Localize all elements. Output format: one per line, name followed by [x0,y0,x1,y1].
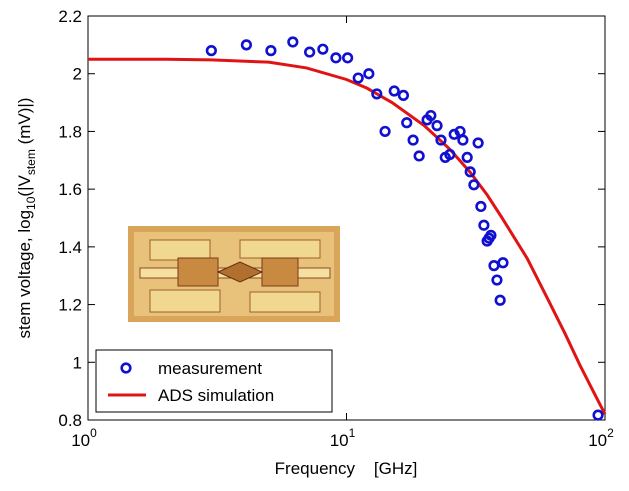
measurement-point [304,46,316,58]
measurement-point [472,137,484,149]
x-tick-exponent: 2 [607,426,614,440]
inset-photo [128,226,340,322]
legend-box [95,349,333,413]
x-axis-label: Frequency [GHz] [275,459,418,478]
measurement-point [457,134,469,146]
measurement-point [494,294,506,306]
x-tick-base: 10 [588,431,607,450]
legend-marker [120,362,132,374]
measurement-point [461,151,473,163]
measurement-point [491,274,503,286]
measurement-point [342,52,354,64]
measurement-point [363,68,375,80]
measurement-point [379,125,391,138]
x-tick-label: 102 [588,426,614,450]
measurement-point [352,72,364,84]
measurement-point [265,45,277,57]
legend: measurement ADS simulation [95,349,333,413]
sim-line [88,57,607,415]
measurement-point [478,219,490,231]
measurement-point [397,89,409,101]
measurement-point [464,166,476,178]
x-tick-label: 100 [71,426,97,450]
y-tick-label: 1.8 [58,122,82,141]
measurement-point [475,200,487,213]
x-tick-exponent: 0 [90,426,97,440]
measurement-point [444,148,456,161]
measurement-point [435,134,447,146]
y-tick-label: 1.2 [58,296,82,315]
legend-label: measurement [158,359,262,378]
measurement-point [330,52,342,64]
measurement-point [317,43,329,55]
measurement-point [205,45,217,57]
x-tick-base: 10 [71,431,90,450]
y-label-part: (|V [15,175,34,197]
y-axis-label: stem voltage, log10(|Vstem (mV)|) [15,98,38,339]
y-tick-label: 2.2 [58,7,82,26]
x-tick-exponent: 1 [349,426,356,440]
y-label-part: stem voltage, log [15,210,34,339]
x-tick-base: 10 [330,431,349,450]
measurement-point [401,117,413,129]
measurement-point [388,85,400,97]
measurement-point [287,36,299,48]
measurement-point [592,409,604,421]
measurement-point [371,88,383,100]
legend-label: ADS simulation [158,386,274,405]
measurement-point [485,229,497,241]
measurement-point [240,39,253,51]
measurement-point [425,109,437,122]
y-tick-label: 1.6 [58,180,82,199]
measurement-point [413,150,425,162]
y-label-sub: stem [24,149,38,175]
y-tick-label: 2 [73,65,82,84]
y-tick-label: 1 [73,353,82,372]
y-label-part: (mV)|) [15,98,34,150]
measurement-point [431,120,443,132]
x-tick-label: 101 [330,426,356,450]
y-tick-label: 0.8 [58,411,82,430]
y-tick-label: 1.4 [58,238,82,257]
measurement-point [497,257,509,269]
measurement-point [407,134,419,146]
measurement-point [468,179,480,191]
y-label-sub: 10 [24,196,38,210]
